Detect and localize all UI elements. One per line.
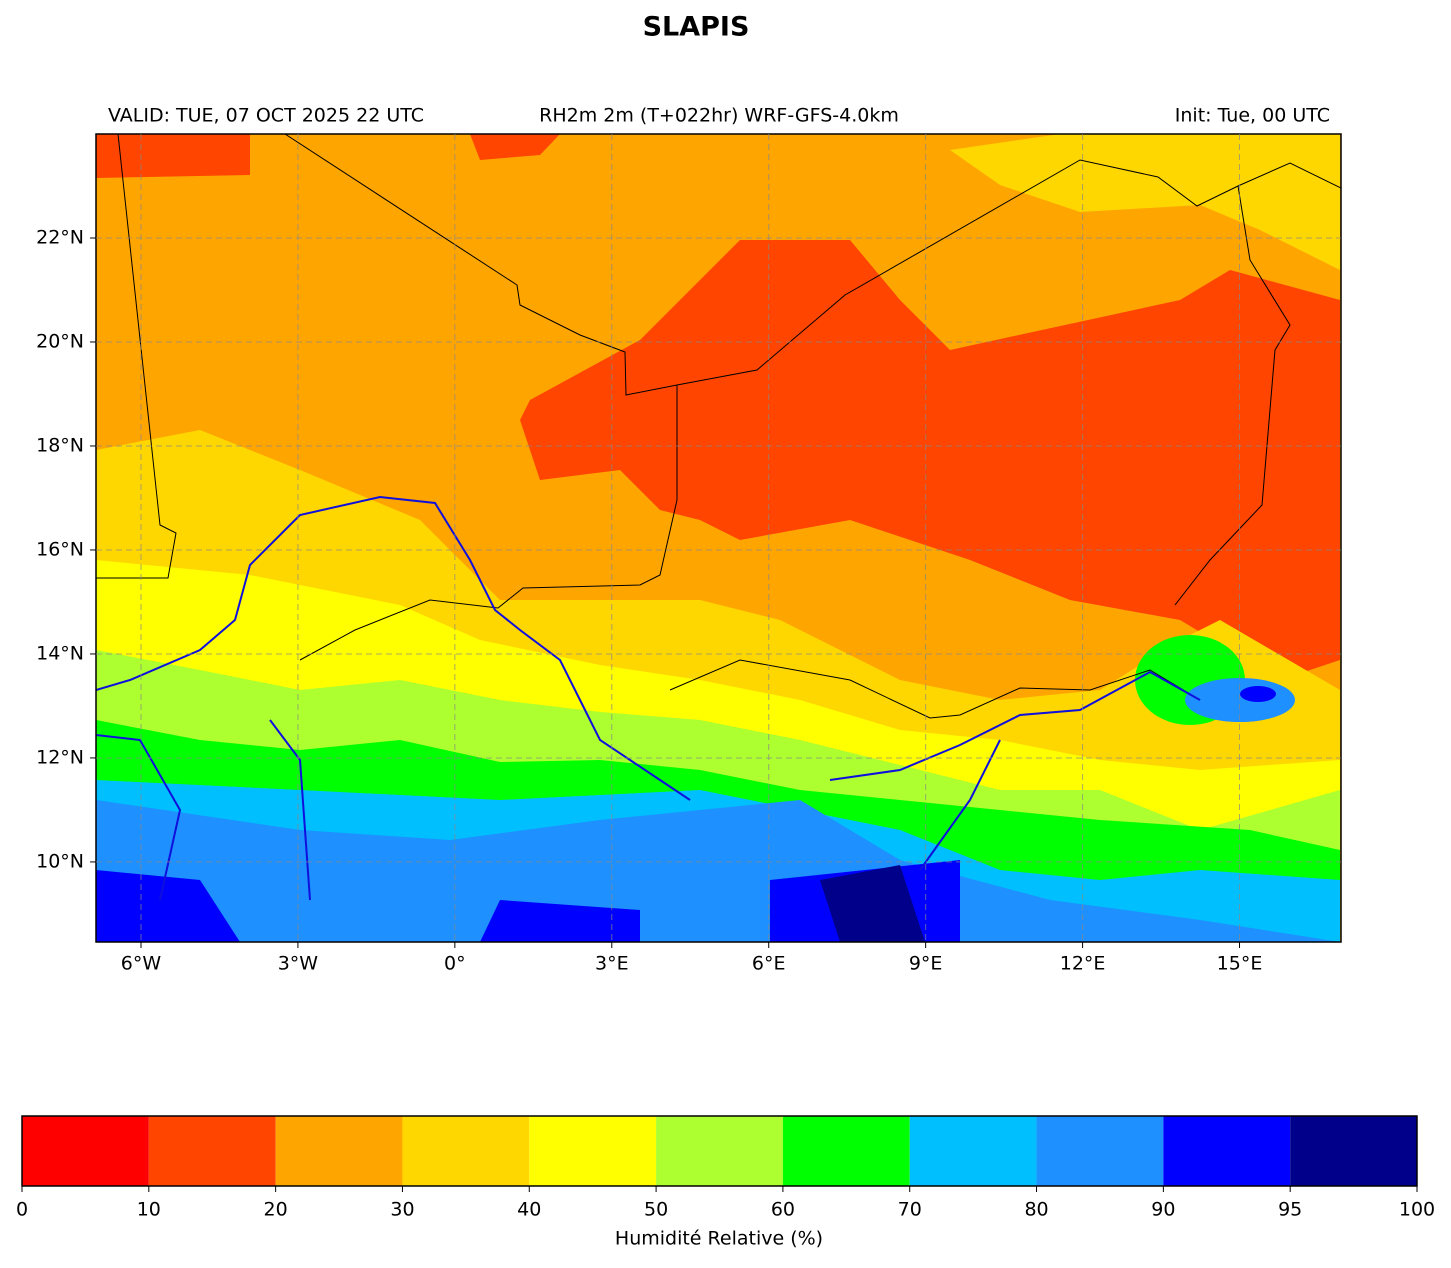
- x-tick-label: 6°W: [121, 953, 162, 975]
- product-label: RH2m 2m (T+022hr) WRF-GFS-4.0km: [539, 105, 899, 127]
- x-tick-label: 12°E: [1060, 953, 1106, 975]
- y-tick-label: 16°N: [36, 538, 84, 560]
- colorbar-segment: [275, 1116, 403, 1186]
- colorbar-tick-label: 100: [1399, 1199, 1435, 1221]
- y-tick-label: 18°N: [36, 434, 84, 456]
- colorbar-segment: [22, 1116, 149, 1186]
- rh-region: [520, 240, 1340, 680]
- colorbar-tick-label: 90: [1151, 1199, 1175, 1221]
- y-tick-label: 14°N: [36, 642, 84, 664]
- colorbar-tick-label: 40: [517, 1199, 541, 1221]
- x-tick-label: 3°W: [278, 953, 319, 975]
- colorbar-segment: [782, 1116, 910, 1186]
- rh-region: [96, 134, 250, 178]
- x-tick-label: 3°E: [595, 953, 629, 975]
- colorbar-tick-label: 50: [644, 1199, 668, 1221]
- valid-label: VALID: TUE, 07 OCT 2025 22 UTC: [108, 105, 424, 127]
- colorbar-segment: [529, 1116, 657, 1186]
- colorbar-tick-label: 0: [16, 1199, 28, 1221]
- colorbar-tick-label: 70: [898, 1199, 922, 1221]
- y-tick-label: 10°N: [36, 850, 84, 872]
- colorbar-segment: [1290, 1116, 1417, 1186]
- rh-region: [470, 134, 560, 160]
- rh-field: [96, 134, 1341, 942]
- rh-region: [96, 800, 1340, 942]
- x-tick-label: 0°: [444, 953, 466, 975]
- map-frame: [95, 133, 1342, 943]
- colorbar-segment: [656, 1116, 783, 1186]
- rh-region: [96, 870, 240, 942]
- x-tick-label: 9°E: [909, 953, 943, 975]
- colorbar-tick-label: 10: [137, 1199, 161, 1221]
- colorbar-frame: [21, 1115, 1418, 1187]
- init-label: Init: Tue, 00 UTC: [1175, 105, 1330, 127]
- rh-region: [480, 900, 640, 942]
- y-tick-label: 20°N: [36, 330, 84, 352]
- title: SLAPIS: [643, 12, 750, 43]
- x-tick-label: 15°E: [1217, 953, 1263, 975]
- x-tick-label: 6°E: [752, 953, 786, 975]
- y-tick-label: 12°N: [36, 746, 84, 768]
- colorbar-label: Humidité Relative (%): [615, 1228, 823, 1250]
- rh-region: [1240, 686, 1276, 702]
- colorbar-tick-label: 60: [771, 1199, 795, 1221]
- y-tick-label: 22°N: [36, 226, 84, 248]
- rh-region: [820, 865, 925, 942]
- colorbar-segment: [148, 1116, 276, 1186]
- colorbar-tick-label: 80: [1024, 1199, 1048, 1221]
- colorbar-tick-label: 30: [390, 1199, 414, 1221]
- colorbar-tick-label: 20: [264, 1199, 288, 1221]
- rh-region: [950, 134, 1340, 270]
- colorbar-tick-label: 95: [1278, 1199, 1302, 1221]
- colorbar-segment: [1036, 1116, 1164, 1186]
- colorbar-segment: [1163, 1116, 1291, 1186]
- colorbar-segment: [909, 1116, 1037, 1186]
- colorbar-segment: [402, 1116, 530, 1186]
